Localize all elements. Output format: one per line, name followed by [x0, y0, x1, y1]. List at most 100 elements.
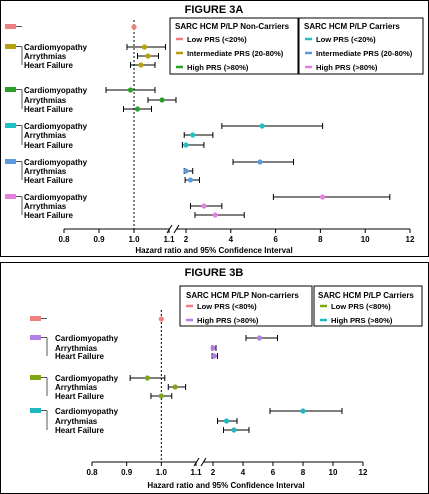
- panel-b-legend-group-2: SARC HCM P/LP Carriers: [313, 285, 423, 327]
- hr-point: [257, 159, 263, 165]
- legend-entry-label: High PRS (>80%): [187, 63, 249, 72]
- hr-point: [158, 316, 164, 322]
- x-tick-label: 1.1: [163, 235, 175, 244]
- legend-entry-label: Intermediate PRS (20-80%): [316, 49, 413, 58]
- hr-point: [211, 353, 218, 359]
- x-tick-label: 2: [184, 235, 189, 244]
- legend-b-box-2: [313, 285, 423, 327]
- panel-a-xlabel: Hazard ratio and 95% Confidence Interval: [135, 246, 292, 255]
- row-label: Heart Failure: [24, 61, 73, 70]
- row-label: Heart Failure: [24, 141, 73, 150]
- legend-a-title-2: SARC HCM P/LP Carriers: [304, 22, 400, 31]
- row-label: Arrythmias: [24, 167, 67, 176]
- panel-a-legend-group-1: SARC HCM P/LP Non-Carriers: [169, 17, 299, 75]
- hr-point: [223, 418, 230, 424]
- hr-point: [134, 106, 141, 112]
- x-tick-label: 10: [361, 235, 370, 244]
- row-label: Heart Failure: [24, 105, 73, 114]
- axis-break-mark: [173, 224, 180, 234]
- hr-point: [159, 97, 165, 103]
- row-label: Arrythmias: [24, 131, 67, 140]
- hr-point: [231, 427, 237, 433]
- hr-point: [201, 203, 207, 209]
- hr-point: [183, 168, 189, 174]
- x-tick-label: 12: [359, 468, 368, 477]
- hr-point: [256, 335, 263, 341]
- hr-point: [172, 384, 178, 390]
- row-label: Cardiomyopathy: [24, 193, 88, 202]
- hr-point: [145, 53, 151, 59]
- row-label: Arrythmias: [55, 344, 98, 353]
- x-tick-label: 8: [301, 468, 306, 477]
- group-marker: [5, 44, 16, 49]
- x-tick-label: 6: [271, 468, 276, 477]
- group-marker: [5, 87, 16, 92]
- row-label: Cardiomyopathy: [24, 158, 88, 167]
- row-label: Arrythmias: [24, 202, 67, 211]
- x-tick-label: 4: [229, 235, 234, 244]
- group-marker: [30, 375, 41, 380]
- hr-point: [144, 375, 151, 381]
- legend-entry-label: High PRS (>80%): [197, 316, 259, 325]
- row-label: Heart Failure: [55, 392, 104, 401]
- x-tick-label: 0.9: [121, 468, 133, 477]
- panel-b-title: FIGURE 3B: [185, 267, 244, 279]
- hr-point: [127, 87, 134, 93]
- hr-point: [210, 345, 216, 351]
- x-tick-label: 1.1: [190, 468, 202, 477]
- panel-b-plot: 0.8 0.9 1.0 1.1 2 4 6 8 10 12 Low PRS (<80%) High P…: [30, 302, 393, 477]
- hr-point: [259, 123, 265, 129]
- group-marker: [30, 335, 41, 340]
- legend-b-box-1: [179, 285, 313, 327]
- panel-b-legend-group-1: SARC HCM P/LP Non-carriers: [179, 285, 313, 327]
- group-marker: [5, 123, 16, 128]
- legend-entry-label: High PRS (>80%): [316, 63, 378, 72]
- legend-a-box-1: [169, 17, 299, 75]
- hr-point: [300, 408, 306, 414]
- legend-a-box-2: [298, 17, 424, 75]
- axis-break-mark: [200, 457, 207, 467]
- legend-entry-label: Low PRS (<20%): [316, 35, 376, 44]
- hr-point: [320, 194, 326, 200]
- row-label: Arrythmias: [55, 383, 98, 392]
- group-marker: [30, 408, 41, 413]
- hr-point: [183, 142, 189, 148]
- hr-point: [190, 132, 196, 138]
- legend-b-title-1: SARC HCM P/LP Non-carriers: [186, 291, 299, 300]
- hr-point: [187, 177, 194, 183]
- x-tick-label: 1.0: [156, 468, 168, 477]
- x-tick-label: 1.0: [128, 235, 140, 244]
- legend-entry-label: High PRS (>80%): [331, 316, 393, 325]
- x-tick-label: 0.8: [58, 235, 70, 244]
- hr-point: [141, 44, 148, 50]
- row-label: Cardiomyopathy: [55, 334, 119, 343]
- legend-entry-label: Low PRS (<80%): [331, 302, 391, 311]
- hr-point: [138, 62, 144, 68]
- group-marker: [5, 194, 16, 199]
- legend-a-title-1: SARC HCM P/LP Non-Carriers: [175, 22, 290, 31]
- legend-entry-label: Intermediate PRS (20-80%): [187, 49, 284, 58]
- panel-a-title: FIGURE 3A: [185, 4, 244, 16]
- legend-entry-label: Low PRS (<20%): [187, 35, 247, 44]
- x-tick-label: 4: [241, 468, 246, 477]
- row-label: Cardiomyopathy: [55, 374, 119, 383]
- panel-a-legend-group-2: SARC HCM P/LP Carriers: [298, 17, 424, 75]
- x-tick-label: 0.9: [93, 235, 105, 244]
- legend-b-title-2: SARC HCM P/LP Carriers: [318, 291, 414, 300]
- x-tick-label: 8: [318, 235, 323, 244]
- row-label: Heart Failure: [55, 352, 104, 361]
- row-label: Heart Failure: [24, 211, 73, 220]
- legend-entry-label: Low PRS (<80%): [197, 302, 257, 311]
- row-label: Cardiomyopathy: [24, 86, 88, 95]
- row-label: Heart Failure: [55, 426, 104, 435]
- row-label: Arrythmias: [24, 96, 67, 105]
- row-label: Cardiomyopathy: [55, 407, 119, 416]
- x-tick-label: 10: [329, 468, 338, 477]
- group-marker: [5, 24, 16, 29]
- group-marker: [30, 316, 41, 321]
- hr-point: [131, 24, 137, 30]
- group-marker: [5, 159, 16, 164]
- hr-point: [158, 393, 164, 399]
- row-label: Heart Failure: [24, 176, 73, 185]
- panel-b-xlabel: Hazard ratio and 95% Confidence Interval: [147, 481, 304, 490]
